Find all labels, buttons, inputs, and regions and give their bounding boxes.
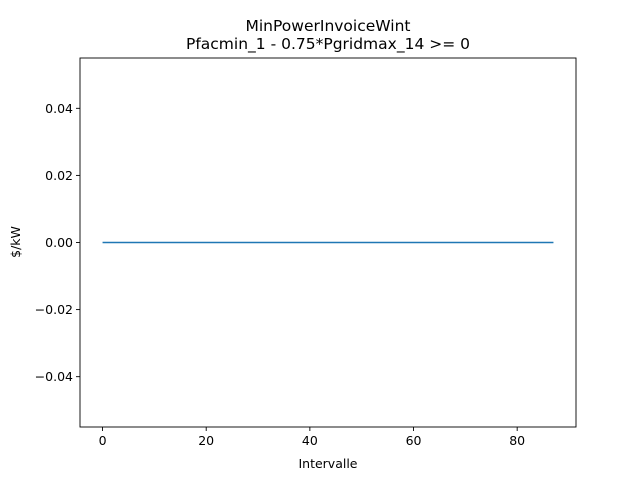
y-tick-label: 0.02 bbox=[45, 168, 73, 183]
plot-area: 0 20 40 60 80 −0.04 −0.02 0.00 0.02 0.04 bbox=[35, 57, 577, 448]
chart-title: MinPowerInvoiceWint bbox=[246, 17, 411, 35]
y-tick-label: 0.00 bbox=[45, 235, 73, 250]
x-tick-label: 20 bbox=[198, 433, 214, 448]
y-tick-label: −0.04 bbox=[35, 369, 73, 384]
y-axis-label: $/kW bbox=[8, 226, 23, 258]
y-tick-label: −0.02 bbox=[35, 302, 73, 317]
x-tick-label: 0 bbox=[99, 433, 107, 448]
y-tick-label: 0.04 bbox=[45, 101, 73, 116]
x-tick-label: 40 bbox=[302, 433, 318, 448]
x-axis-label: Intervalle bbox=[298, 456, 357, 471]
chart-subtitle: Pfacmin_1 - 0.75*Pgridmax_14 >= 0 bbox=[186, 35, 470, 54]
x-tick-label: 80 bbox=[509, 433, 525, 448]
x-tick-label: 60 bbox=[406, 433, 422, 448]
